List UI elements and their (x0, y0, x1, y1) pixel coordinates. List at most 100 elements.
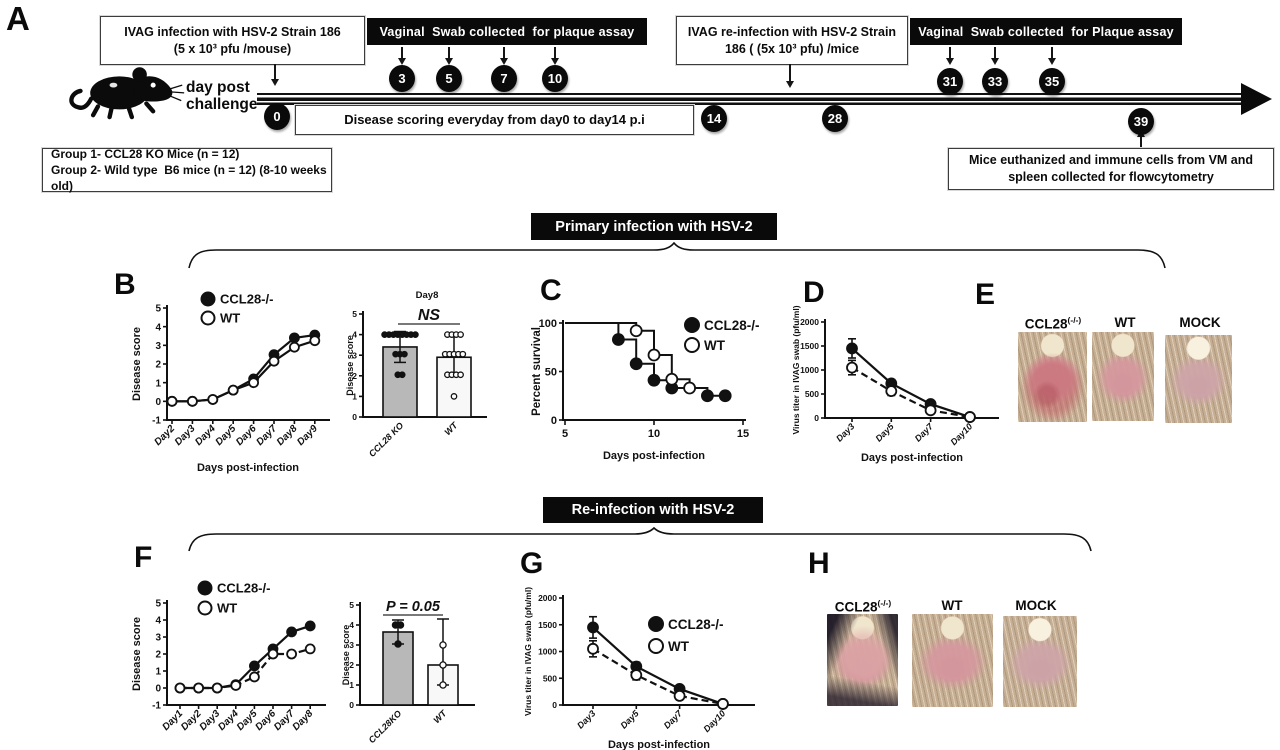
svg-text:CCL28-/-: CCL28-/- (668, 617, 724, 632)
photo-label-wt: WT (1114, 315, 1136, 330)
photo-label-ccl28-sup: (-/-) (877, 598, 892, 608)
arrow-down-icon (271, 64, 279, 86)
svg-text:Day8: Day8 (291, 708, 316, 733)
svg-text:-1: -1 (152, 416, 161, 427)
euthanized-box-line2: spleen collected for flowcytometry (1008, 170, 1214, 184)
svg-text:5: 5 (155, 304, 161, 315)
primary-section-brace (188, 242, 1166, 269)
svg-text:100: 100 (539, 318, 557, 330)
legend-marker-CCL28-/- (197, 580, 213, 596)
svg-text:CCL28-/-: CCL28-/- (220, 292, 273, 307)
svg-text:Days post-infection: Days post-infection (608, 739, 710, 750)
svg-text:0: 0 (349, 700, 354, 710)
marker-CCL28-/- (304, 620, 316, 632)
marker-WT (587, 642, 599, 655)
svg-text:5: 5 (349, 600, 354, 610)
svg-text:2000: 2000 (538, 593, 557, 603)
photo-label-ccl28-base: CCL28 (1024, 316, 1068, 332)
svg-text:NS: NS (418, 307, 441, 324)
marker-WT (630, 669, 643, 681)
photo-label-ccl28-base: CCL28 (834, 599, 878, 615)
panel-f-bar-chart: 0 1 2 3 4 5 Disease score CCL28KO WT P = 0.05 (341, 558, 485, 750)
svg-text:0: 0 (814, 413, 819, 423)
disease-score-line-chart-primary: -1 0 1 2 3 4 5 Disease score Days post-infection… (131, 291, 330, 474)
svg-text:WT: WT (442, 419, 460, 437)
infection-box-line2: (5 x 10³ pfu /mouse) (173, 41, 292, 56)
svg-text:2: 2 (155, 650, 161, 661)
svg-text:1: 1 (349, 680, 354, 690)
photo-ccl28-reinfection (827, 614, 898, 706)
marker-WT (716, 698, 729, 710)
primary-section-banner: Primary infection with HSV-2 (531, 213, 777, 240)
svg-text:Disease score: Disease score (345, 335, 355, 396)
svg-text:Days post-infection: Days post-infection (197, 462, 299, 474)
svg-text:Percent survival: Percent survival (531, 327, 543, 416)
svg-text:Day9: Day9 (295, 423, 320, 448)
photo-mock-reinfection (1003, 616, 1077, 707)
svg-text:Day2: Day2 (152, 423, 177, 448)
svg-text:Day8: Day8 (416, 290, 439, 301)
panel-f-label: F (134, 541, 153, 574)
marker-WT (207, 394, 219, 405)
timeline-track (257, 93, 1245, 105)
arrow-down-icon (500, 47, 508, 65)
photo-label-ccl28-reinfection: CCL28(-/-) (824, 598, 902, 615)
marker-WT (288, 341, 300, 353)
reinfection-box: IVAG re-infection with HSV-2 Strain 186 … (676, 16, 908, 65)
panel-b-bar-chart: 0 1 2 3 4 5 Disease score CCL28 KO WT NS Day8 (345, 285, 500, 465)
arrow-down-icon (946, 47, 954, 65)
svg-text:Virus titer in IVAG swab (pfu: Virus titer in IVAG swab (pfu/ml) (523, 587, 533, 716)
svg-text:5: 5 (155, 599, 161, 610)
svg-text:Day7: Day7 (662, 708, 685, 731)
marker-WT (683, 381, 697, 395)
svg-text:15: 15 (737, 428, 749, 440)
marker-CCL28-/- (286, 626, 298, 638)
photo-label-wt-reinfection: WT (941, 598, 963, 613)
reinfection-box-line2: 186 ( (5x 10³ pfu) /mice (724, 41, 860, 56)
euthanized-box: Mice euthanized and immune cells from VM… (948, 148, 1274, 190)
marker-CCL28-/- (718, 389, 732, 403)
svg-text:CCL28-/-: CCL28-/- (217, 581, 270, 596)
panel-b-label: B (114, 268, 136, 301)
svg-text:3: 3 (155, 633, 161, 644)
marker-WT (230, 680, 242, 691)
svg-text:Day3: Day3 (575, 708, 597, 730)
svg-text:4: 4 (155, 322, 161, 333)
reinfection-section-brace (188, 527, 1092, 552)
marker-CCL28-/- (700, 389, 714, 403)
panel-c-chart: 0 50 100 Percent survival Days post-infectio… (530, 275, 775, 467)
photo-label-ccl28-sup: (-/-) (1067, 315, 1082, 325)
panel-a-label: A (6, 0, 30, 37)
svg-text:0: 0 (155, 684, 161, 695)
svg-text:Day3: Day3 (834, 421, 856, 443)
photo-mock-primary (1165, 335, 1232, 423)
photo-label-mock: MOCK (1179, 315, 1221, 330)
svg-text:Day7: Day7 (254, 423, 279, 448)
mouse-icon (69, 67, 185, 120)
svg-text:1500: 1500 (538, 620, 557, 630)
legend-marker-WT (197, 600, 213, 616)
svg-text:4: 4 (155, 616, 161, 627)
groups-box-line1: Group 1- CCL28 KO Mice (n = 12) (51, 146, 240, 161)
marker-CCL28-/- (647, 373, 661, 387)
svg-text:0: 0 (552, 700, 557, 710)
svg-text:Day4: Day4 (193, 423, 218, 448)
series-WT (592, 647, 724, 706)
legend-marker-CCL28-/- (684, 317, 700, 333)
svg-text:1000: 1000 (800, 365, 819, 375)
svg-text:3: 3 (349, 640, 354, 650)
svg-text:0: 0 (551, 415, 557, 427)
groups-box: Group 1- CCL28 KO Mice (n = 12) Group 2-… (42, 146, 332, 193)
marker-CCL28-/- (249, 660, 260, 672)
marker-CCL28-/- (629, 357, 643, 371)
panel-e-label: E (975, 278, 996, 311)
svg-text:3: 3 (155, 341, 161, 352)
day-circle-31: 31 (937, 68, 963, 95)
reinfection-disease-score-bar-chart: 0 1 2 3 4 5 Disease score CCL28KO WT P = 0.05 (341, 599, 475, 745)
svg-text:2: 2 (349, 660, 354, 670)
svg-text:2000: 2000 (800, 317, 819, 327)
svg-text:CCL28KO: CCL28KO (367, 708, 404, 745)
